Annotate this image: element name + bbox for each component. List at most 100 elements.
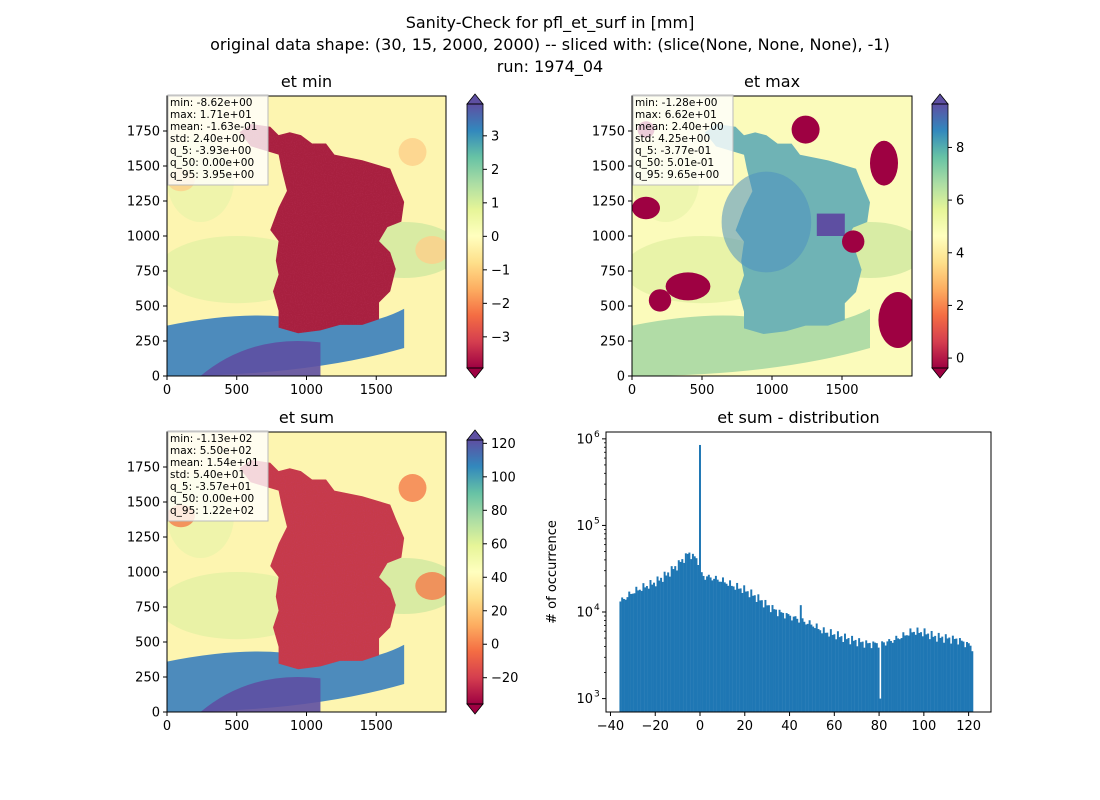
histogram-bar [930,630,933,712]
stats-line: mean: 1.54e+01 [170,457,259,469]
y-tick-exponent: 6 [594,430,600,440]
colorbar-frame [466,439,484,705]
colorbar-tick-label: 0 [491,230,499,245]
x-tick-label: 60 [826,719,843,734]
histogram-bar [619,601,622,712]
heatmap-blob [665,272,711,301]
histogram-bar [633,593,636,712]
stats-line: mean: -1.63e-01 [170,121,257,133]
heatmap-alpine-core [200,341,321,376]
histogram-bar [907,635,910,712]
histogram-bar [925,634,928,712]
histogram-bar [653,582,655,712]
colorbar-extend-max [931,93,949,105]
colorbar-frame [931,103,949,369]
y-tick-label: 1000 [127,230,160,245]
histogram-bar [783,618,786,712]
histogram-bar [943,642,945,712]
histogram-bar [778,609,781,712]
histogram-bar [713,578,716,712]
histogram-bar [700,572,703,712]
histogram-bar [969,645,972,712]
histogram-bar [676,570,678,712]
histogram-bar [798,622,800,712]
histogram-bar [755,601,758,712]
histogram-bar [704,579,707,712]
histogram-bar [829,629,832,712]
histogram-bar [902,632,905,712]
histogram-bar [920,632,923,712]
colorbar-tick-label: 0 [956,352,964,367]
histogram-bar [744,591,747,712]
heatmap-blob [398,474,427,502]
colorbar-tick-label: 40 [491,571,508,586]
histogram-bar [661,581,664,712]
histogram-bar [741,592,744,712]
histogram-bar [725,583,728,712]
y-tick-label: 250 [600,335,625,350]
histogram-bar [753,595,756,712]
y-tick-exponent: 3 [594,690,600,700]
histogram-bar [736,582,739,712]
histogram-bar [691,553,694,712]
histogram-bar [668,576,671,712]
histogram-bar [812,626,815,712]
histogram-bar [851,635,854,712]
stats-line: q_50: 0.00e+00 [170,157,254,169]
y-tick-label: 750 [135,265,160,280]
histogram-bar [665,575,668,712]
stats-line: q_5: -3.57e+01 [170,481,251,493]
y-tick-label: 250 [135,335,160,350]
histogram-bar [805,624,808,712]
histogram-bar [817,629,820,712]
histogram-bar [684,553,687,712]
histogram-bar [645,586,648,712]
histogram-bar [767,605,770,712]
histogram-bar [799,605,802,712]
histogram-bar [771,605,774,712]
heatmap-blob [842,230,865,253]
histogram-bar [727,585,730,712]
x-tick-label: 1000 [290,383,323,398]
colorbar-extend-max [466,429,484,441]
heatmap-blob [415,572,446,600]
histogram-bar [806,623,809,712]
histogram-bar [888,639,891,712]
histogram-bar [734,589,737,712]
stats-line: q_5: -3.77e-01 [635,145,711,157]
histogram-bar [960,640,963,712]
histogram-bar [637,590,640,712]
stats-line: min: -1.28e+00 [635,97,717,109]
histogram-bar [714,575,717,712]
y-tick-label: 0 [152,706,160,721]
histogram-bar [944,634,947,712]
heatmap-image [632,96,912,376]
histogram-bar [709,577,712,712]
histogram-bar [785,613,788,712]
colorbar: 8 6 4 2 0 [931,93,964,379]
histogram-bar [792,616,795,712]
histogram-bar [707,574,710,712]
heatmap-blob [415,236,446,264]
x-tick-label: 500 [224,719,249,734]
histogram-bar [773,609,776,712]
heatmap-country-detail [721,171,812,273]
histogram-bar [828,636,831,712]
histogram-bar [729,580,732,712]
histogram-bar [630,593,633,712]
panel-title: et min [281,72,332,91]
histogram-bar [962,641,965,712]
histogram-bar [803,621,806,712]
stats-line: std: 4.25e+00 [635,133,710,145]
histogram-bar [628,591,631,712]
y-tick-label: 500 [135,636,160,651]
x-tick-label: 1500 [825,383,858,398]
stats-line: q_95: 1.22e+02 [170,505,254,517]
histogram-bar [762,607,765,712]
x-tick-label: 40 [781,719,798,734]
histogram-bar [642,583,645,712]
heatmap-country-texture [239,123,405,334]
y-tick-label: 1500 [127,496,160,511]
